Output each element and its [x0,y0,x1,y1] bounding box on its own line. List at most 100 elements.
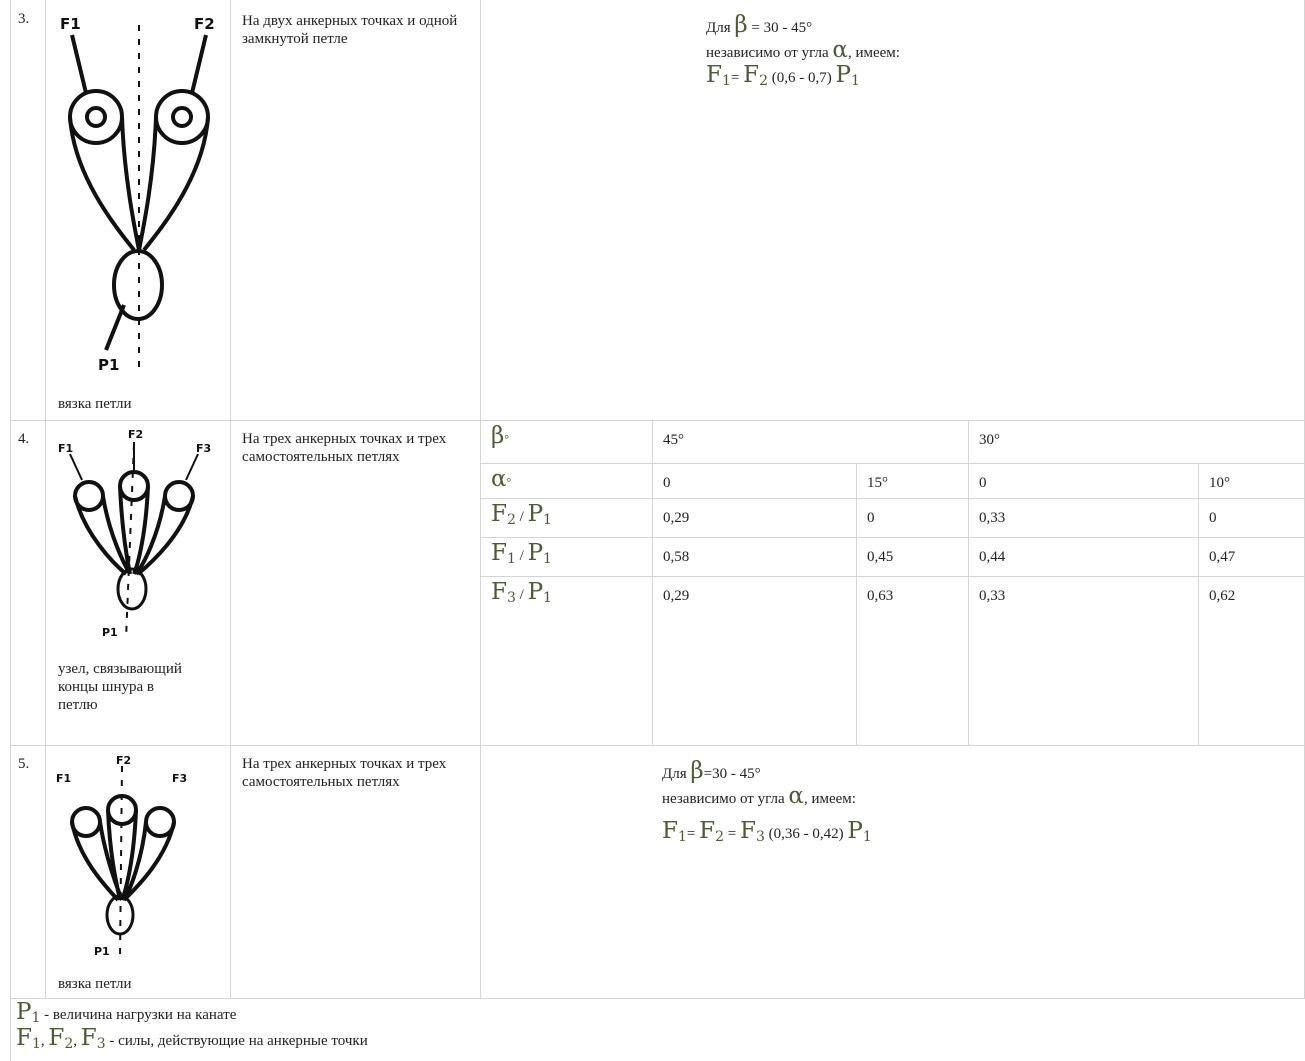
symbol: F [80,1025,97,1051]
row-number: 4. [18,431,30,447]
subscript: 1 [31,1036,41,1052]
description: На двух анкерных точках и одной замкнуто… [242,13,458,47]
figure-label: F2 [194,15,215,33]
subscript: 3 [506,590,516,606]
cell-label: α° [491,468,511,493]
cell-text: 0 [1209,510,1217,526]
description: На трех анкерных точках и трех самостоят… [242,756,447,790]
subscript: 3 [96,1036,106,1052]
subscript: 1 [31,1010,41,1026]
suffix: ° [506,475,512,489]
note: Для β = 30 - 45° независимо от угла α, им… [706,14,900,92]
figure-label: P1 [94,945,110,958]
table-cell [653,538,857,577]
symbol: β [690,758,704,784]
text: / [515,509,528,525]
cell-text: 0,44 [979,549,1006,565]
cell-label: F1 / P1 [491,542,552,570]
figure-label: F2 [116,754,131,767]
symbol: P [527,579,544,605]
figure-label: P1 [98,356,119,374]
symbol: F [662,818,678,844]
text: / [515,548,528,564]
table-cell [969,577,1199,746]
table-cell [857,538,969,577]
table-cell [857,577,969,746]
cell-text: 0,29 [663,510,690,526]
figure-label: F3 [196,442,211,455]
subscript: 1 [721,73,731,89]
footer: P1 - величина нагрузки на канате F1, F2, … [16,1001,368,1054]
suffix: ° [504,432,510,446]
cell-text: 0,62 [1209,588,1236,604]
subscript: 1 [506,551,516,567]
footer-cell [10,999,1305,1061]
subscript: 2 [715,829,724,845]
subscript: 1 [850,73,860,89]
figure-cell [46,0,231,421]
text: , имеем: [847,45,900,61]
table-cell [969,499,1199,538]
subscript: 1 [543,590,552,606]
line: P1 - величина нагрузки на канате [16,1001,368,1028]
figure-label: F2 [128,428,143,441]
table-cell [653,577,857,746]
line: Для β=30 - 45° [662,760,872,785]
text: , [73,1033,81,1049]
cell-text: 0,47 [1209,549,1236,565]
text: = [686,826,700,842]
table-cell [969,421,1305,464]
symbol: F [491,579,507,605]
subscript: 1 [543,512,552,528]
text: = [724,826,740,842]
line: F1, F2, F3 - силы, действующие на анкерн… [16,1025,368,1054]
text: = [730,70,744,86]
table-cell [969,538,1199,577]
cell-text: 0 [867,510,875,526]
line: Для β = 30 - 45° [706,14,900,39]
cell-text: 0 [979,475,987,491]
subscript: 3 [755,829,765,845]
cell-text: 0,29 [663,588,690,604]
caption: вязка петли [58,396,132,412]
number-cell [10,746,46,999]
text: / [515,587,528,603]
text: (0,36 - 0,42) [764,826,848,842]
text: , [40,1033,49,1049]
symbol: F [491,540,507,566]
table-cell [481,499,653,538]
cell-text: 0,33 [979,510,1006,526]
symbol: P [527,540,544,566]
line: независимо от угла α, имеем: [706,39,900,64]
caption: узел, связывающий концы шнура в петлю [58,661,182,713]
text: независимо от угла [706,45,833,61]
table-cell [481,464,653,499]
table-cell [969,464,1199,499]
line: F1= F2 = F3 (0,36 - 0,42) P1 [662,820,872,848]
table-cell [857,464,969,499]
table-cell [653,464,857,499]
text: Для [706,20,735,36]
row-number: 3. [18,11,30,27]
symbol: β [491,423,505,449]
cell-text: 30° [979,432,1000,448]
text: =30 - 45° [703,766,761,782]
figure-cell [46,421,231,746]
symbol: P [835,62,851,88]
row-number: 5. [18,756,30,772]
figure: F1 F2 F3 P1 [54,424,214,644]
description-cell [231,746,481,999]
caption: вязка петли [58,976,132,992]
line: F1= F2 (0,6 - 0,7) P1 [706,64,900,92]
table-cell [481,538,653,577]
cell-text: 0,33 [979,588,1006,604]
cell-text: 45° [663,432,684,448]
description: На трех анкерных точках и трех самостоят… [242,431,447,465]
note-cell [481,746,1305,999]
figure-cell [46,746,231,999]
symbol: F [706,62,722,88]
cell-label: F3 / P1 [491,581,552,609]
symbol: F [491,501,507,527]
figure-label: F3 [172,772,187,785]
